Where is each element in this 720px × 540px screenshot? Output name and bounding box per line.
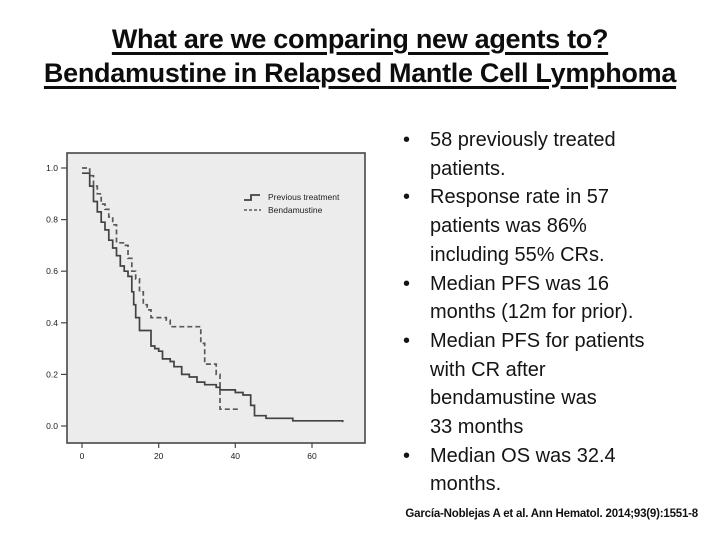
svg-text:60: 60 [307,451,317,461]
svg-text:20: 20 [154,451,164,461]
km-figure: 0.0 0.2 0.4 0.6 0.8 1.0 0 20 40 60 Previous trea… [38,150,368,465]
svg-text:0.8: 0.8 [46,215,58,225]
legend-label-bendamustine: Bendamustine [268,204,323,215]
svg-text:0: 0 [80,451,85,461]
solid-step-line-icon [244,193,260,201]
legend-label-previous-treatment: Previous treatment [268,191,340,202]
bullet-list: 58 previously treated patients. Response… [399,126,707,499]
legend-item-previous-treatment: Previous treatment [243,190,339,203]
svg-text:0.0: 0.0 [46,421,58,431]
svg-text:40: 40 [231,451,241,461]
bullet-item: Median PFS was 16 months (12m for prior)… [399,270,707,327]
bendamustine-curve [82,167,241,411]
slide-title-line-2: Bendamustine in Relapsed Mantle Cell Lym… [43,58,677,88]
km-chart-svg: 0.0 0.2 0.4 0.6 0.8 1.0 0 20 40 60 [46,152,366,461]
bullet-item: Median OS was 32.4 months. [399,442,707,499]
bullet-item: Response rate in 57 patients was 86% inc… [399,183,707,269]
plot-area [66,152,366,444]
bullet-item: Median PFS for patients with CR after be… [399,327,707,442]
svg-text:0.6: 0.6 [46,266,58,276]
citation-text: García-Noblejas A et al. Ann Hematol. 20… [405,508,698,520]
svg-text:0.2: 0.2 [46,369,58,379]
previous-treatment-curve [82,172,344,423]
bullet-item: 58 previously treated patients. [399,126,707,183]
legend-item-bendamustine: Bendamustine [243,203,339,216]
y-axis-ticks: 0.0 0.2 0.4 0.6 0.8 1.0 [46,163,67,431]
slide-title-line-1: What are we comparing new agents to? [111,24,609,54]
slide-title: What are we comparing new agents to? Ben… [0,22,720,90]
svg-text:1.0: 1.0 [46,163,58,173]
dashed-line-icon [244,208,261,211]
svg-text:0.4: 0.4 [46,318,58,328]
x-axis-ticks: 0 20 40 60 [80,443,317,461]
chart-legend: Previous treatment Bendamustine [243,190,339,216]
